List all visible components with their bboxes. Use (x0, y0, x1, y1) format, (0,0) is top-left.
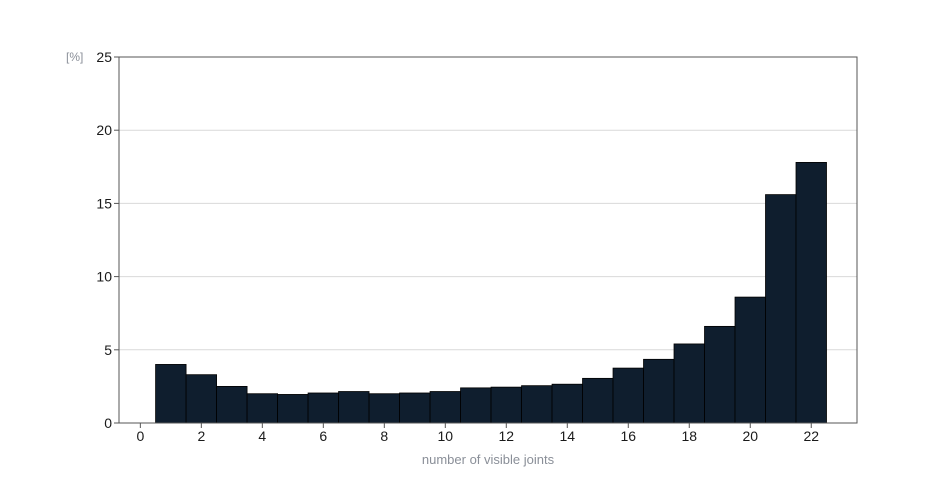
x-tick-label: 16 (620, 428, 636, 444)
x-tick-label: 18 (681, 428, 697, 444)
histogram-bar (246, 393, 278, 424)
x-tick-label: 2 (197, 428, 205, 444)
x-tick-label: 14 (560, 428, 576, 444)
x-tick-label: 6 (319, 428, 327, 444)
x-tick-label: 0 (136, 428, 144, 444)
histogram-bar (429, 391, 461, 424)
histogram-bar (582, 377, 614, 424)
histogram-bar (643, 358, 675, 424)
histogram-bar (307, 392, 339, 424)
histogram-bar (368, 393, 400, 424)
y-tick-label: 5 (104, 342, 112, 358)
histogram-bar (155, 364, 187, 424)
y-axis-ticks: 0 5 10 15 20 25 (96, 49, 119, 431)
histogram-bar (734, 296, 766, 424)
x-tick-label: 10 (438, 428, 454, 444)
y-tick-label: 20 (96, 122, 112, 138)
histogram-bar (399, 392, 431, 424)
histogram-bar (216, 385, 248, 424)
histogram-bar (185, 374, 217, 424)
y-tick-label: 25 (96, 49, 112, 65)
x-tick-label: 20 (742, 428, 758, 444)
histogram-bar (612, 367, 644, 424)
y-tick-label: 0 (104, 415, 112, 431)
histogram-bar (460, 387, 492, 424)
x-tick-label: 22 (803, 428, 819, 444)
x-axis-title: number of visible joints (422, 452, 555, 467)
histogram-bar (490, 386, 522, 424)
x-axis-ticks: 0 2 4 6 8 10 12 14 16 18 20 22 (136, 423, 819, 444)
histogram-bar (551, 383, 583, 424)
histogram-bar (673, 343, 705, 424)
histogram-bar (765, 194, 797, 424)
histogram-bar (795, 162, 827, 424)
y-unit-label: [%] (66, 50, 83, 64)
histogram-bar (338, 391, 370, 424)
x-tick-label: 4 (258, 428, 266, 444)
y-tick-label: 15 (96, 195, 112, 211)
x-tick-label: 8 (380, 428, 388, 444)
y-tick-label: 10 (96, 269, 112, 285)
histogram-bar (521, 385, 553, 424)
bars (155, 162, 827, 424)
plot-frame (118, 56, 858, 424)
histogram-bar (277, 394, 309, 424)
x-tick-label: 12 (499, 428, 515, 444)
histogram-bar (704, 325, 736, 424)
